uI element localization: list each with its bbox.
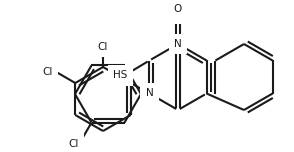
Text: Cl: Cl <box>68 139 78 149</box>
Text: Cl: Cl <box>98 42 108 52</box>
Text: N: N <box>174 39 182 49</box>
Text: Cl: Cl <box>43 67 53 77</box>
Text: N: N <box>146 88 153 98</box>
Text: HS: HS <box>113 71 127 81</box>
Text: O: O <box>174 4 182 14</box>
